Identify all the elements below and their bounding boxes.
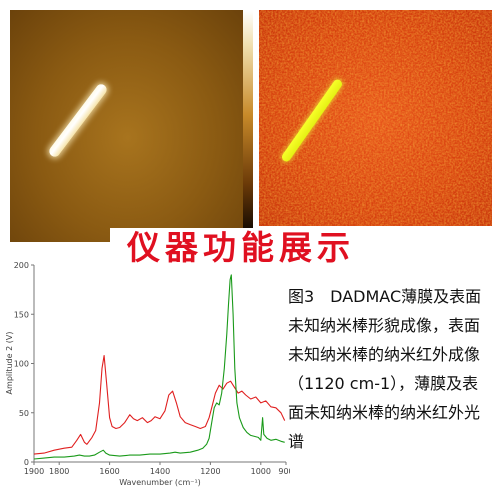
series-green-line — [33, 274, 285, 460]
x-tick-label: 1900 — [24, 467, 44, 476]
y-tick-label: 200 — [14, 261, 29, 270]
x-tick-label: 1000 — [251, 467, 271, 476]
y-tick-label: 150 — [14, 310, 29, 319]
x-tick-label: 900 — [278, 467, 290, 476]
nano-ir-spectrum-chart: 050100150200190018001600140012001000900 … — [5, 261, 290, 487]
series-red-line — [33, 355, 286, 455]
chart-axes: 0 50 100 150 200 1900 1800 1600 1400 1200 1000 900 — [14, 261, 290, 476]
x-tick-label: 1200 — [200, 467, 220, 476]
chart-series-group — [33, 274, 286, 460]
banner: 仪器功能展示 — [110, 228, 372, 268]
y-tick-label: 50 — [19, 409, 29, 418]
x-tick-label: 1800 — [49, 467, 69, 476]
afm-topography-image — [10, 10, 245, 242]
banner-title: 仪器功能展示 — [127, 228, 355, 267]
ir-noise-texture — [259, 10, 492, 226]
y-axis-label: Amplitude 2 (V) — [5, 332, 14, 395]
x-axis-label: Wavenumber (cm⁻¹) — [119, 478, 201, 487]
afm-colorbar — [243, 10, 253, 242]
x-tick-label: 1600 — [99, 467, 119, 476]
y-tick-label: 100 — [14, 360, 29, 369]
nano-ir-image — [259, 10, 492, 226]
x-tick-label: 1400 — [150, 467, 170, 476]
figure-caption: 图3 DADMAC薄膜及表面未知纳米棒形貌成像，表面未知纳米棒的纳米红外成像（1… — [288, 287, 482, 451]
y-tick-label: 0 — [24, 458, 29, 467]
